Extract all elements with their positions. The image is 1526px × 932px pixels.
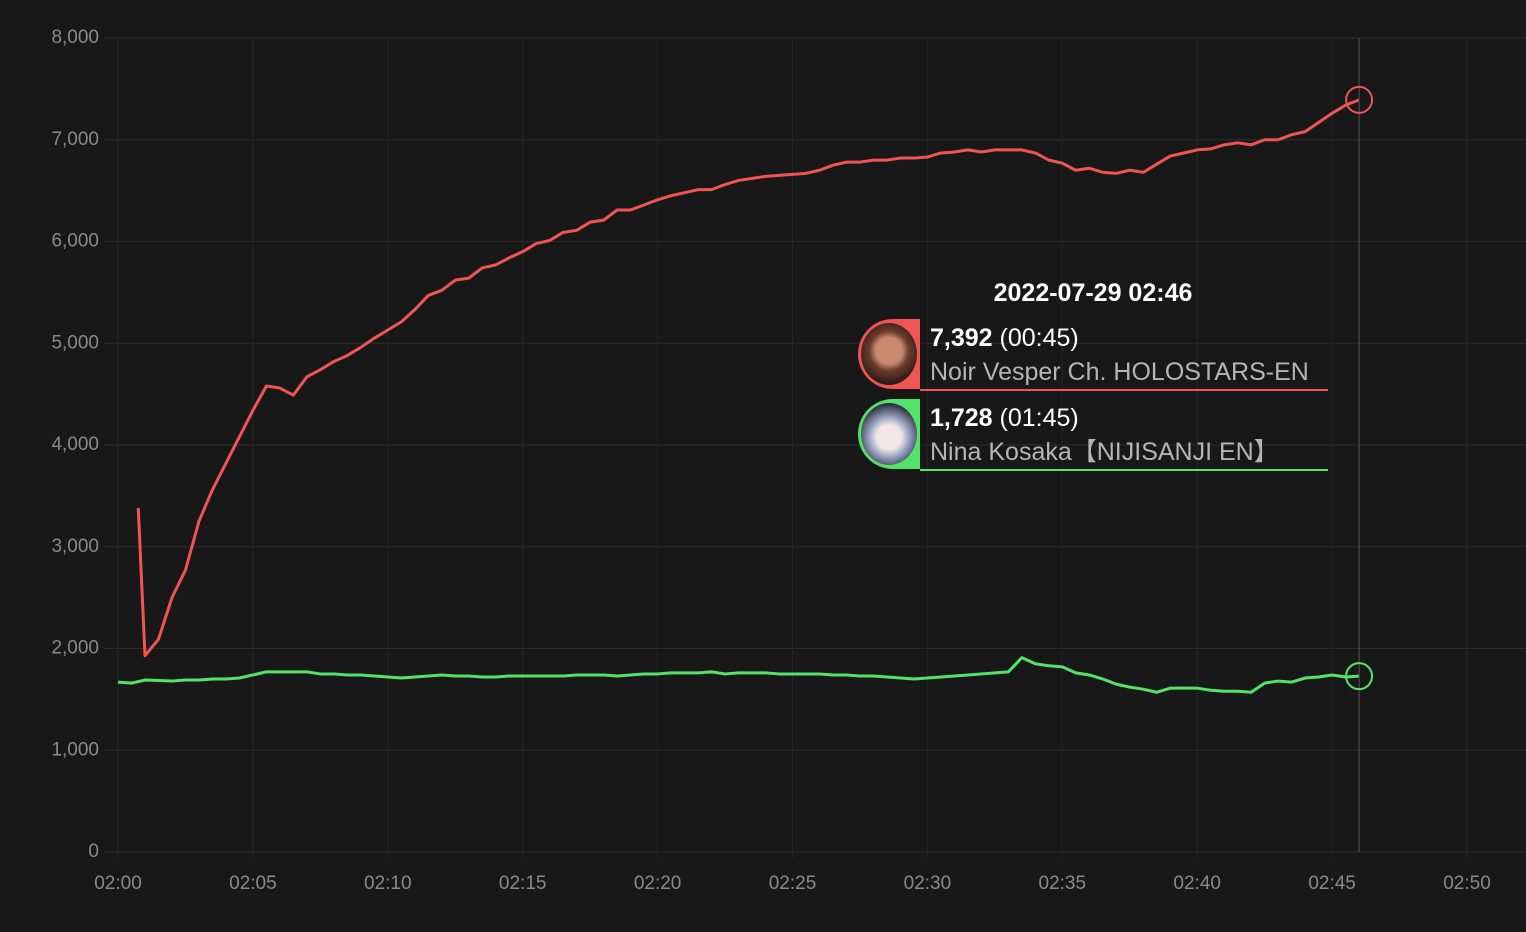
y-tick-label: 5,000 <box>51 332 99 353</box>
x-tick-label: 02:05 <box>229 873 277 894</box>
y-tick-label: 6,000 <box>51 231 99 252</box>
tooltip: 2022-07-29 02:46 7,392 (00:45) Noir Vespe… <box>858 275 1328 471</box>
avatar <box>858 399 920 469</box>
tooltip-duration: (01:45) <box>999 404 1079 432</box>
tooltip-value: 7,392 <box>930 324 993 352</box>
x-tick-label: 02:50 <box>1443 873 1491 894</box>
y-tick-label: 0 <box>88 841 99 862</box>
x-tick-label: 02:10 <box>364 873 412 894</box>
y-tick-label: 8,000 <box>51 27 99 48</box>
avatar-image <box>861 403 917 465</box>
x-tick-label: 02:00 <box>94 873 142 894</box>
tooltip-duration: (00:45) <box>999 324 1079 352</box>
tooltip-value-row: 7,392 (00:45) <box>930 321 1309 355</box>
x-tick-label: 02:25 <box>769 873 817 894</box>
y-tick-label: 3,000 <box>51 536 99 557</box>
series-line <box>117 656 1360 694</box>
x-tick-label: 02:20 <box>634 873 682 894</box>
x-tick-label: 02:30 <box>904 873 952 894</box>
legend-entry: Nina Kosaka【NIJISANJI EN】 <box>930 438 1279 466</box>
tooltip-item: 7,392 (00:45) Noir Vesper Ch. HOLOSTARS-E… <box>858 319 1328 391</box>
legend-entry: Noir Vesper Ch. HOLOSTARS-EN <box>930 358 1309 386</box>
x-tick-label: 02:35 <box>1039 873 1087 894</box>
x-tick-label: 02:15 <box>499 873 547 894</box>
hover-point <box>1345 85 1374 114</box>
tooltip-items: 7,392 (00:45) Noir Vesper Ch. HOLOSTARS-E… <box>858 319 1328 471</box>
tooltip-value-row: 1,728 (01:45) <box>930 401 1279 435</box>
series-line <box>136 98 1360 658</box>
tooltip-title: 2022-07-29 02:46 <box>993 279 1193 307</box>
tooltip-text: 7,392 (00:45) Noir Vesper Ch. HOLOSTARS-E… <box>930 321 1309 389</box>
y-tick-label: 7,000 <box>51 129 99 150</box>
y-tick-label: 1,000 <box>51 739 99 760</box>
x-tick-label: 02:40 <box>1173 873 1221 894</box>
y-tick-label: 2,000 <box>51 638 99 659</box>
hover-point <box>1345 662 1374 691</box>
tooltip-item: 1,728 (01:45) Nina Kosaka【NIJISANJI EN】 <box>858 399 1328 471</box>
x-tick-label: 02:45 <box>1308 873 1356 894</box>
y-tick-label: 4,000 <box>51 434 99 455</box>
tooltip-underline <box>920 389 1328 391</box>
avatar <box>858 319 920 389</box>
tooltip-value: 1,728 <box>930 404 993 432</box>
tooltip-text: 1,728 (01:45) Nina Kosaka【NIJISANJI EN】 <box>930 401 1279 469</box>
avatar-image <box>861 323 917 385</box>
tooltip-underline <box>920 469 1328 471</box>
